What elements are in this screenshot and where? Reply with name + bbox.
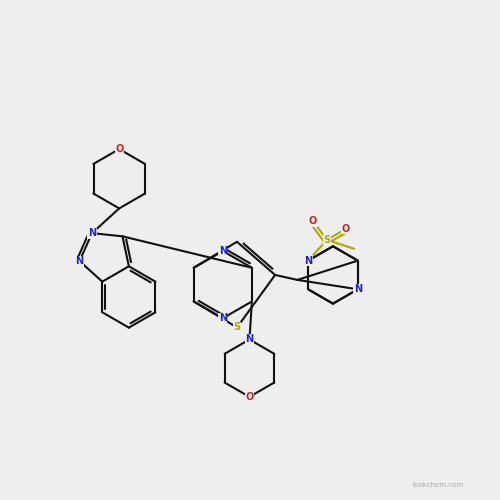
Text: O: O	[246, 392, 254, 402]
Text: N: N	[304, 256, 312, 266]
Text: N: N	[354, 284, 362, 294]
Text: S: S	[234, 322, 240, 332]
Text: S: S	[324, 235, 330, 245]
Text: N: N	[218, 313, 227, 323]
Text: O: O	[115, 144, 124, 154]
Text: N: N	[76, 256, 84, 266]
Text: O: O	[309, 216, 317, 226]
Text: N: N	[88, 228, 96, 238]
Text: N: N	[218, 246, 227, 256]
Text: O: O	[342, 224, 350, 234]
Text: N: N	[246, 334, 254, 344]
Text: lookchem.com: lookchem.com	[412, 482, 464, 488]
